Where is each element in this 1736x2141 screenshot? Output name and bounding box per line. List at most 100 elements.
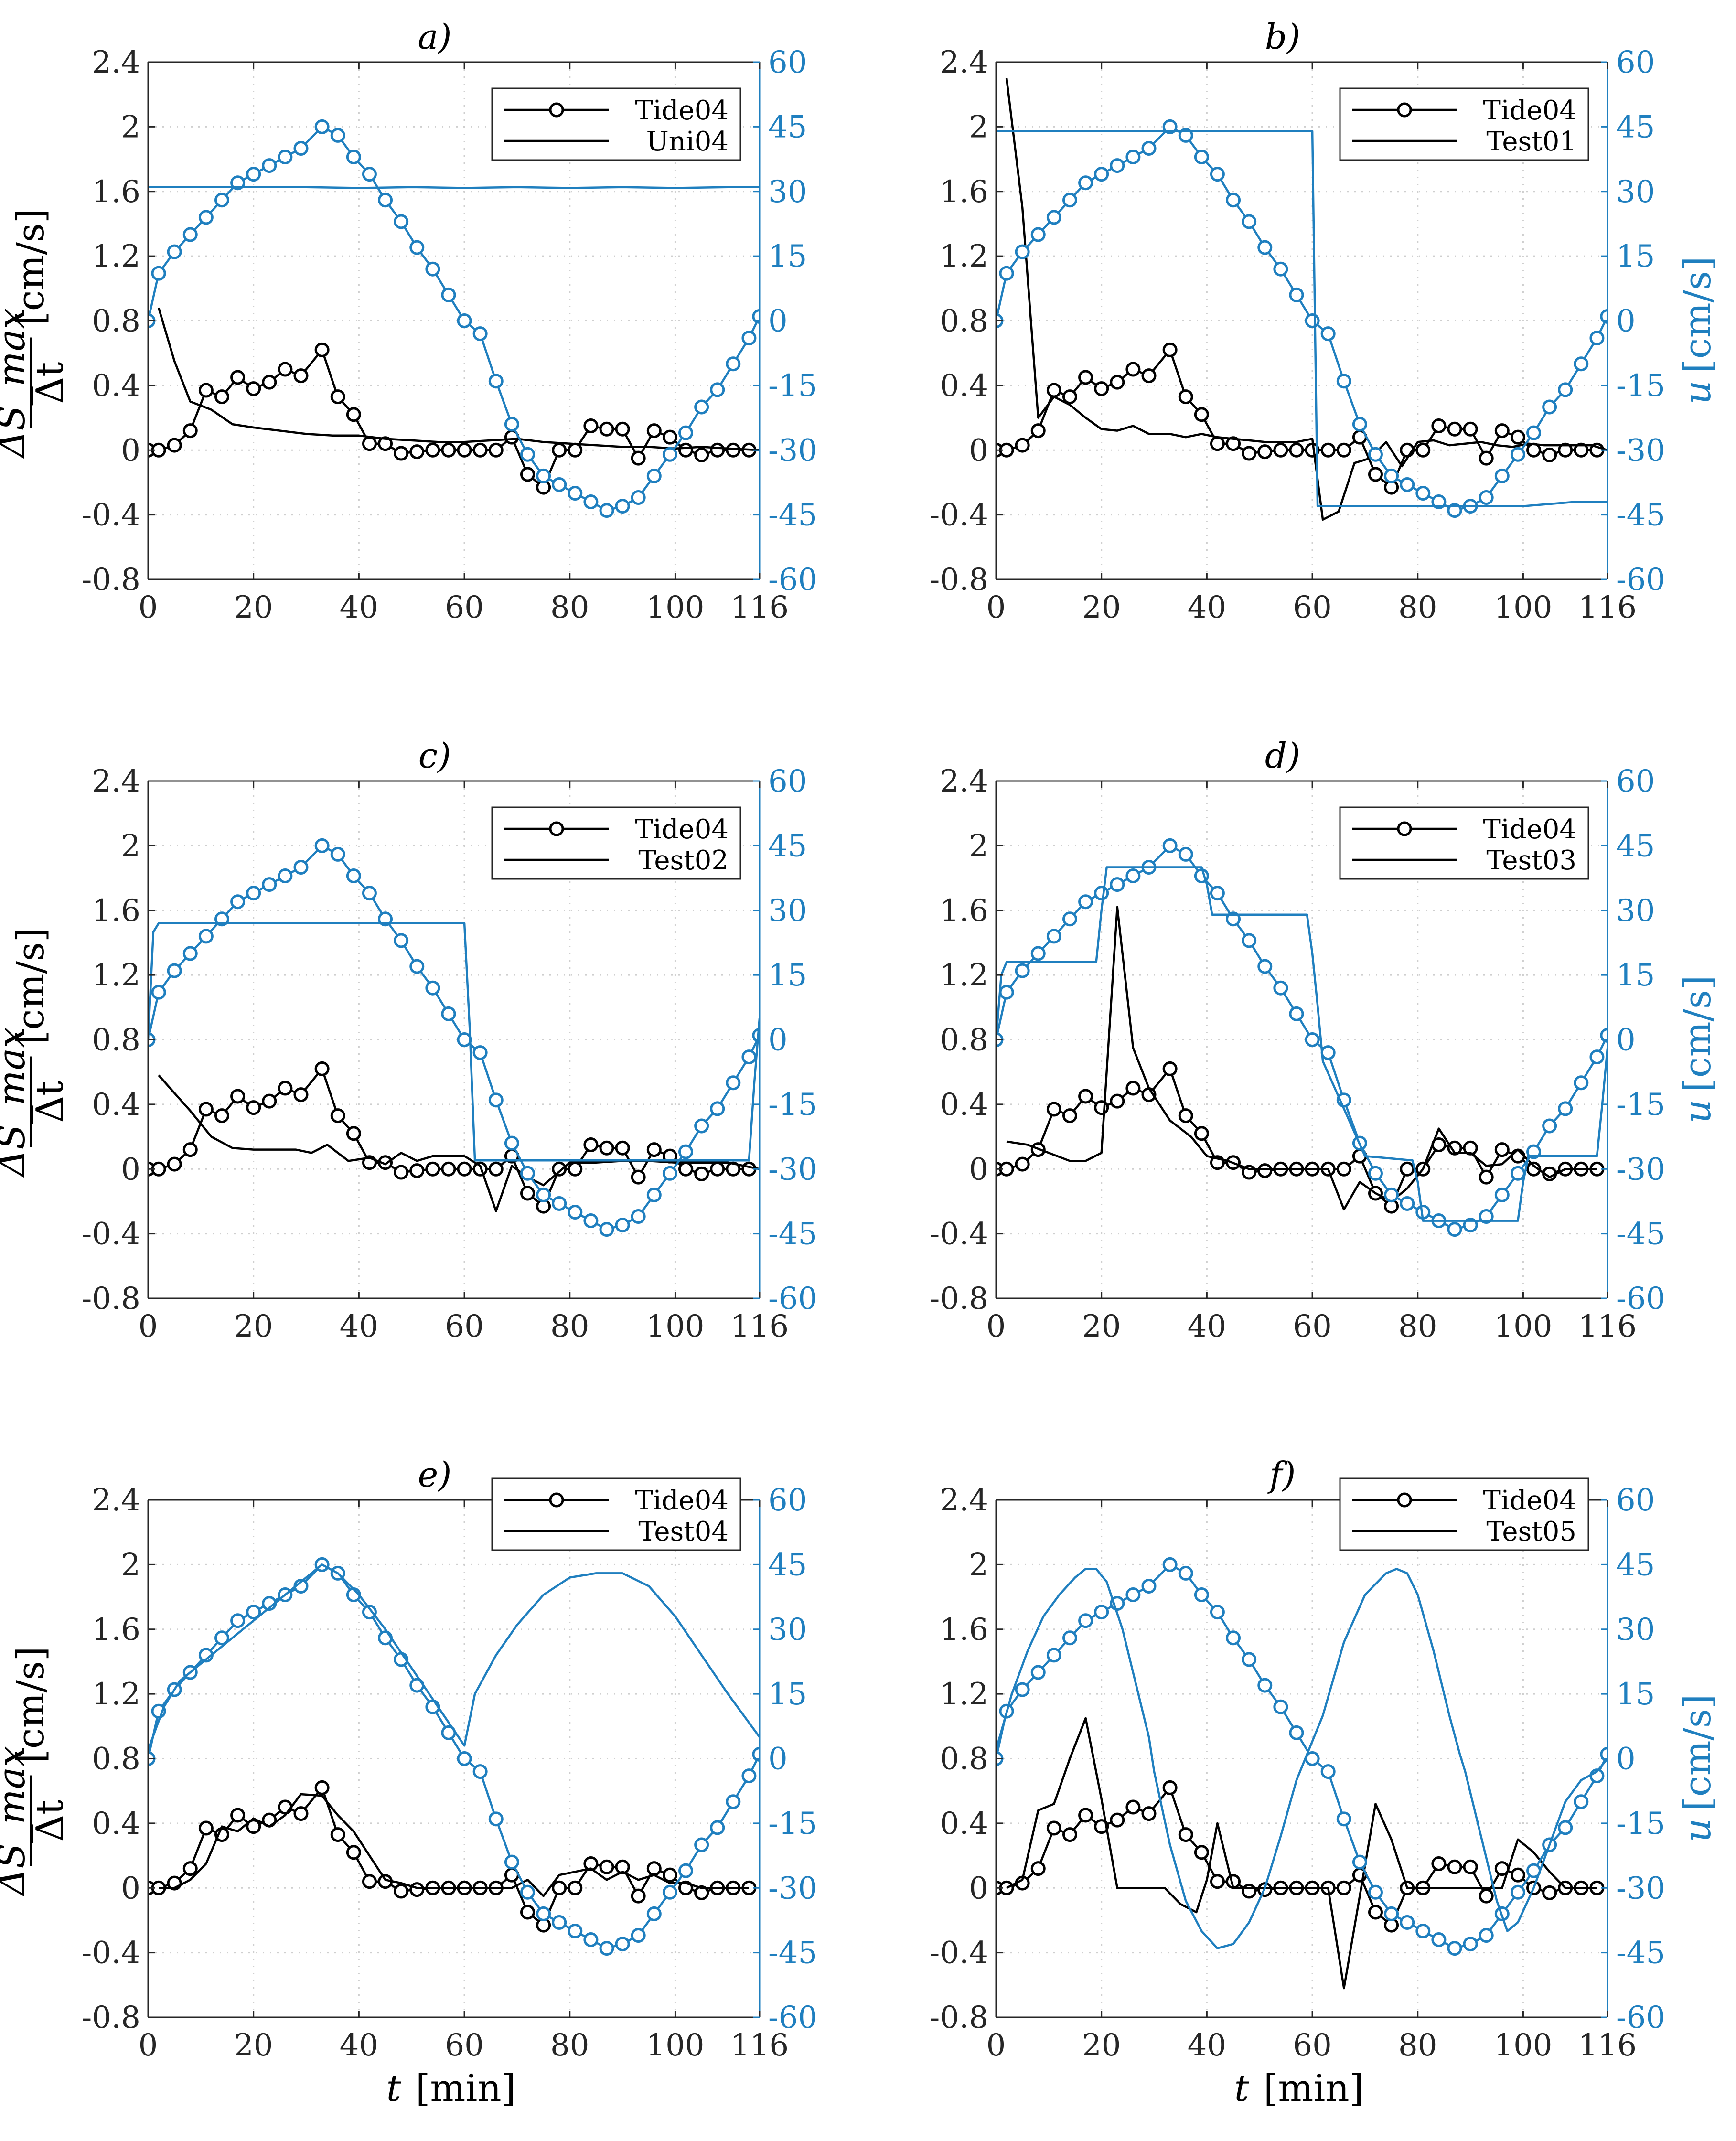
tick-label-x: 20 <box>234 590 273 625</box>
legend-marker-1 <box>1397 1492 1412 1508</box>
data-point <box>1368 1905 1383 1920</box>
data-point <box>278 868 293 884</box>
series-line-tide04-u <box>148 845 760 1231</box>
xlabel-var: t <box>386 2067 402 2110</box>
legend-box <box>491 806 741 880</box>
data-point <box>1194 1587 1209 1603</box>
tick-label-y-right: -60 <box>1616 1281 1665 1317</box>
data-point <box>1400 477 1415 492</box>
data-point <box>752 1746 760 1762</box>
data-point <box>1400 1196 1415 1211</box>
data-point <box>1094 381 1109 396</box>
data-point <box>646 1861 662 1876</box>
data-point <box>1320 1045 1336 1060</box>
data-point <box>678 1863 694 1878</box>
data-point <box>1078 1089 1093 1104</box>
data-point <box>1178 389 1193 405</box>
data-point <box>678 442 694 458</box>
data-point <box>1368 467 1383 482</box>
series-line-test04-u <box>148 1563 760 1751</box>
data-point <box>151 266 166 281</box>
tick-label-y-right: 60 <box>768 764 807 799</box>
data-point <box>182 227 198 242</box>
data-point <box>726 356 741 372</box>
data-point <box>230 1089 246 1104</box>
legend-box <box>1339 1477 1589 1551</box>
data-point <box>330 389 345 405</box>
tick-label-y-left: 0.4 <box>92 1806 140 1841</box>
data-point <box>362 1874 377 1889</box>
data-point <box>198 383 214 398</box>
data-point <box>314 119 330 134</box>
tick-label-y-right: 15 <box>768 1677 807 1712</box>
tick-label-y-right: 60 <box>768 45 807 80</box>
legend-marker-1 <box>1397 102 1412 118</box>
data-point <box>425 980 440 996</box>
data-point <box>198 929 214 944</box>
data-point <box>1574 356 1589 372</box>
tick-label-y-left: 1.2 <box>940 958 988 993</box>
ylabel-left-unit: [cm/s] <box>10 209 53 326</box>
ylabel-left-denominator: Δt <box>29 1081 72 1123</box>
legend-marker-1 <box>549 821 564 836</box>
tick-label-y-right: -30 <box>1616 1871 1665 1906</box>
data-point <box>1030 227 1046 242</box>
tick-label-y-right: 45 <box>1616 828 1655 864</box>
data-point <box>536 468 551 483</box>
data-point <box>1194 150 1209 165</box>
data-point <box>710 382 725 397</box>
data-point <box>1062 193 1077 208</box>
tick-label-y-left: 0 <box>969 1152 988 1187</box>
data-point <box>710 1820 725 1835</box>
data-point <box>1494 1187 1510 1202</box>
data-point <box>1110 1812 1125 1828</box>
tick-label-y-right: 60 <box>1616 45 1655 80</box>
data-point <box>1479 1888 1494 1904</box>
data-point <box>1257 1678 1273 1693</box>
data-point <box>1289 287 1304 302</box>
tick-label-y-right: 60 <box>768 1483 807 1518</box>
legend-label-1: Tide04 <box>1483 1485 1576 1516</box>
data-point <box>1178 1565 1193 1581</box>
tick-label-y-left: 0.4 <box>92 1087 140 1123</box>
tick-label-x: 100 <box>646 1309 704 1344</box>
data-point <box>425 1161 440 1177</box>
data-point <box>346 1845 361 1860</box>
tick-label-x: 60 <box>1293 590 1331 625</box>
data-point <box>1257 1163 1273 1178</box>
data-point <box>631 1888 646 1904</box>
tick-label-y-left: 2 <box>969 828 988 864</box>
tick-label-x: 60 <box>445 1309 483 1344</box>
tick-label-y-right: 0 <box>1616 1023 1636 1058</box>
data-point <box>1384 1906 1399 1921</box>
tick-label-y-right: 30 <box>768 1612 807 1648</box>
data-point <box>631 1209 646 1224</box>
panel-b: 0 20 40 60 80 100 116 -0.8 -0.4 0 0.4 0.8 1.2 1.6 2 2.4… <box>930 17 1719 625</box>
tick-label-y-right: -45 <box>1616 1936 1665 1971</box>
data-point <box>1336 442 1351 458</box>
data-point <box>1015 1682 1030 1697</box>
data-point <box>1447 1859 1462 1874</box>
tick-label-y-right: 15 <box>1616 239 1655 274</box>
data-point <box>1226 911 1241 927</box>
data-point <box>631 450 646 466</box>
data-point <box>488 374 504 389</box>
data-point <box>1030 1861 1046 1876</box>
data-point <box>262 877 277 892</box>
data-point <box>1494 423 1510 439</box>
data-point <box>552 1880 567 1895</box>
tick-label-y-right: -15 <box>768 1087 817 1123</box>
data-point <box>362 886 377 901</box>
data-point <box>378 911 393 927</box>
data-point <box>330 128 345 143</box>
tick-label-y-left: 0.4 <box>940 1806 988 1841</box>
tick-label-y-right: 15 <box>768 958 807 993</box>
data-point <box>520 1884 535 1900</box>
data-point <box>1463 421 1478 437</box>
tick-label-y-left: 1.6 <box>940 174 988 210</box>
ylabel-right-var: u <box>1676 1099 1719 1123</box>
data-point <box>1125 150 1141 165</box>
tick-label-x: 20 <box>1082 1309 1121 1344</box>
data-point <box>394 1884 409 1899</box>
data-point <box>1141 368 1157 384</box>
